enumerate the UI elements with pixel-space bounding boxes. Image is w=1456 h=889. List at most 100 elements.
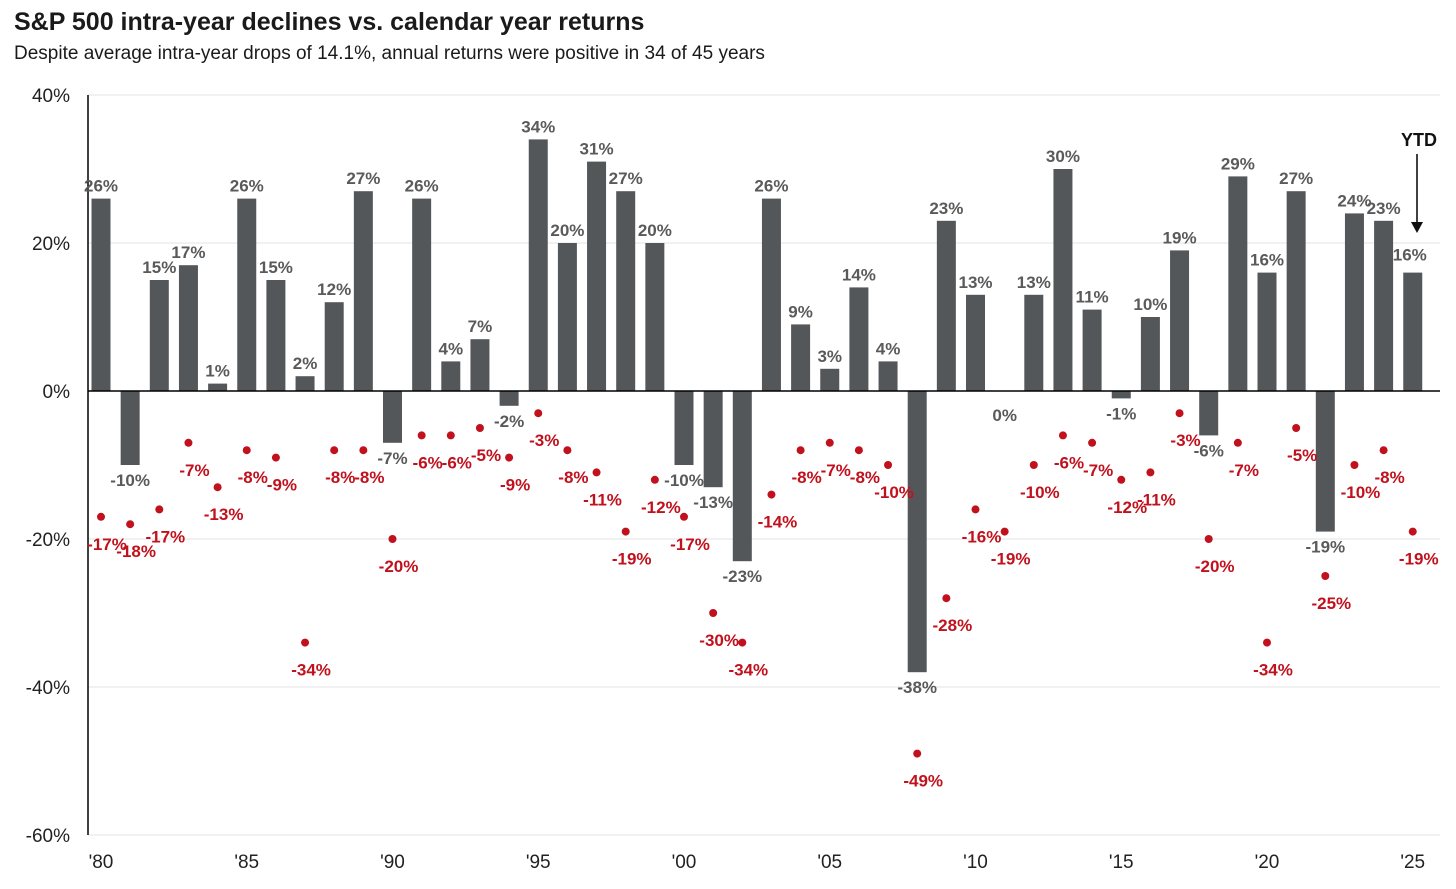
- decline-value-label: -5%: [1287, 446, 1317, 465]
- dot-intra-year-decline: [1117, 475, 1126, 484]
- bar-annual-return: [528, 139, 548, 391]
- y-tick-label: 20%: [32, 234, 70, 255]
- decline-value-label: -34%: [1253, 661, 1293, 680]
- bar-value-label: 3%: [817, 347, 842, 366]
- dot-intra-year-decline: [446, 431, 455, 440]
- bar-annual-return: [587, 161, 607, 391]
- decline-value-label: -7%: [179, 461, 209, 480]
- dot-intra-year-decline: [563, 446, 572, 455]
- dot-intra-year-decline: [213, 483, 222, 492]
- bar-value-label: 15%: [259, 258, 293, 277]
- bar-value-label: 23%: [1367, 199, 1401, 218]
- bar-value-label: 11%: [1076, 288, 1109, 307]
- bar-value-label: 16%: [1393, 246, 1427, 265]
- dot-intra-year-decline: [330, 446, 339, 455]
- bar-annual-return: [703, 391, 723, 488]
- decline-value-label: -34%: [291, 661, 331, 680]
- decline-value-label: -11%: [1137, 490, 1176, 509]
- decline-value-label: -5%: [471, 446, 501, 465]
- bar-value-label: -7%: [377, 449, 407, 468]
- bar-value-label: -6%: [1194, 441, 1224, 460]
- dot-intra-year-decline: [184, 438, 193, 447]
- bar-value-label: 26%: [405, 177, 439, 196]
- x-tick-label: '80: [89, 852, 114, 873]
- decline-value-label: -3%: [1170, 431, 1200, 450]
- dot-intra-year-decline: [1350, 461, 1359, 469]
- bar-annual-return: [849, 287, 869, 391]
- bar-annual-return: [470, 339, 490, 391]
- bar-annual-return: [791, 324, 811, 391]
- decline-value-label: -6%: [413, 453, 443, 472]
- dot-intra-year-decline: [738, 638, 747, 647]
- x-tick-label: '10: [963, 852, 988, 873]
- bar-value-label: 17%: [171, 243, 205, 262]
- bar-value-label: -10%: [664, 471, 704, 490]
- dot-intra-year-decline: [971, 505, 980, 514]
- decline-value-label: -18%: [116, 542, 156, 561]
- dot-intra-year-decline: [767, 490, 776, 499]
- decline-value-label: -8%: [354, 468, 384, 487]
- x-tick-label: '95: [526, 852, 551, 873]
- bar-value-label: 4%: [439, 339, 464, 358]
- bar-annual-return: [645, 243, 665, 391]
- bar-value-label: 2%: [293, 354, 318, 373]
- bar-value-label: 23%: [929, 199, 963, 218]
- bar-annual-return: [936, 220, 956, 391]
- decline-value-label: -25%: [1311, 594, 1351, 613]
- decline-value-label: -10%: [1020, 483, 1060, 502]
- dot-intra-year-decline: [1175, 409, 1184, 418]
- bar-value-label: 26%: [230, 177, 264, 196]
- x-tick-label: '05: [817, 852, 842, 873]
- bar-annual-return: [966, 294, 985, 391]
- chart-title: S&P 500 intra-year declines vs. calendar…: [14, 8, 645, 36]
- decline-value-label: -7%: [821, 461, 851, 480]
- dot-intra-year-decline: [621, 527, 630, 536]
- dot-intra-year-decline: [1088, 438, 1097, 447]
- decline-value-label: -12%: [1107, 498, 1147, 517]
- decline-value-label: -49%: [903, 772, 943, 791]
- dot-intra-year-decline: [680, 512, 688, 521]
- bar-annual-return: [441, 361, 461, 391]
- bar-annual-return: [1024, 294, 1044, 391]
- bars-annual-returns: [91, 139, 1423, 673]
- dot-intra-year-decline: [359, 446, 368, 455]
- decline-value-label: -28%: [933, 616, 973, 635]
- decline-value-label: -9%: [267, 476, 297, 495]
- axes: 40% 20% 0% -20% -40% -60% '80 '85 '90 '95 '00 '05 '1…: [26, 86, 1440, 873]
- data-labels: 26%-10%15%17%1%26%15%2%12%27%-7%26%4%7%-…: [84, 117, 1439, 790]
- bar-value-label: 10%: [1133, 295, 1167, 314]
- x-tick-label: '15: [1109, 852, 1134, 873]
- dot-intra-year-decline: [155, 505, 164, 514]
- bar-annual-return: [178, 265, 198, 391]
- bar-value-label: 24%: [1337, 191, 1371, 210]
- dot-intra-year-decline: [242, 446, 251, 455]
- dot-intra-year-decline: [650, 475, 659, 484]
- bar-value-label: -13%: [693, 493, 733, 512]
- bar-value-label: 26%: [84, 177, 118, 196]
- bar-value-label: 9%: [788, 302, 813, 321]
- decline-value-label: -8%: [238, 468, 268, 487]
- decline-value-label: -17%: [87, 535, 127, 554]
- bar-value-label: 4%: [876, 339, 901, 358]
- decline-value-label: -20%: [379, 557, 419, 576]
- bar-value-label: 29%: [1221, 154, 1255, 173]
- ytd-annotation: YTD: [1401, 130, 1437, 233]
- bar-annual-return: [674, 391, 694, 465]
- dot-intra-year-decline: [1379, 446, 1388, 455]
- dot-intra-year-decline: [1146, 468, 1155, 477]
- bar-annual-return: [1082, 309, 1102, 391]
- dot-intra-year-decline: [825, 438, 834, 447]
- decline-value-label: -17%: [670, 535, 710, 554]
- bar-value-label: 27%: [346, 169, 380, 188]
- decline-value-label: -10%: [874, 483, 914, 502]
- bar-annual-return: [1344, 213, 1364, 391]
- dot-intra-year-decline: [1233, 438, 1242, 447]
- bar-annual-return: [208, 383, 228, 391]
- dot-intra-year-decline: [1058, 431, 1067, 440]
- bar-value-label: 20%: [638, 221, 672, 240]
- bar-annual-return: [1374, 220, 1394, 391]
- bar-value-label: 27%: [609, 169, 643, 188]
- dot-intra-year-decline: [301, 638, 310, 647]
- bar-annual-return: [149, 280, 169, 391]
